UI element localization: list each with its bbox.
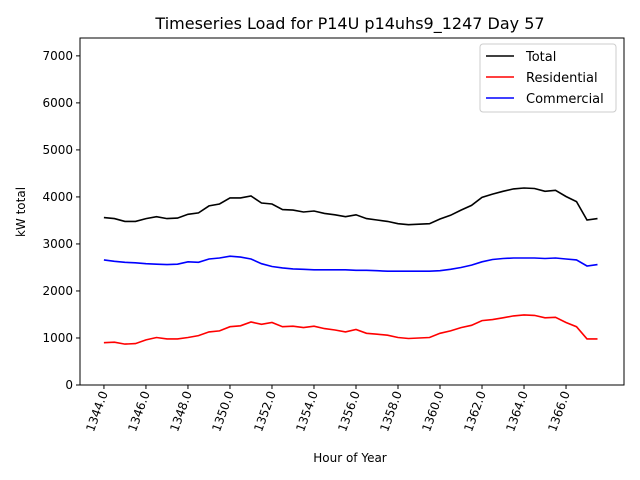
x-tick-label: 1354.0 [293, 389, 321, 433]
y-tick-label: 7000 [42, 49, 73, 63]
y-tick-label: 5000 [42, 143, 73, 157]
x-tick-label: 1364.0 [503, 389, 531, 433]
legend-label: Commercial [526, 92, 604, 107]
series-line-commercial [103, 255, 598, 273]
x-tick-label: 1348.0 [167, 389, 195, 433]
x-tick-label: 1352.0 [251, 389, 279, 433]
y-axis-label: kW total [14, 187, 28, 237]
x-tick-label: 1350.0 [209, 389, 237, 433]
x-tick-label: 1360.0 [419, 389, 447, 433]
x-tick-label: 1366.0 [545, 389, 573, 433]
series-line-total [103, 187, 598, 226]
x-tick-label: 1356.0 [335, 389, 363, 433]
y-tick-label: 2000 [42, 284, 73, 298]
x-tick-label: 1362.0 [461, 389, 489, 433]
x-tick-label: 1358.0 [377, 389, 405, 433]
x-tick-label: 1344.0 [83, 389, 111, 433]
legend-label: Total [525, 50, 556, 65]
y-tick-label: 1000 [42, 331, 73, 345]
y-tick-label: 4000 [42, 190, 73, 204]
y-tick-label: 3000 [42, 237, 73, 251]
legend: Total Residential Commercial [479, 43, 617, 113]
legend-label: Residential [526, 71, 598, 86]
chart-title: Timeseries Load for P14U p14uhs9_1247 Da… [154, 14, 544, 34]
series-line-residential [103, 314, 598, 345]
y-tick-label: 0 [65, 378, 73, 392]
x-tick-label: 1346.0 [125, 389, 153, 433]
x-axis-label: Hour of Year [313, 451, 387, 465]
y-tick-label: 6000 [42, 96, 73, 110]
